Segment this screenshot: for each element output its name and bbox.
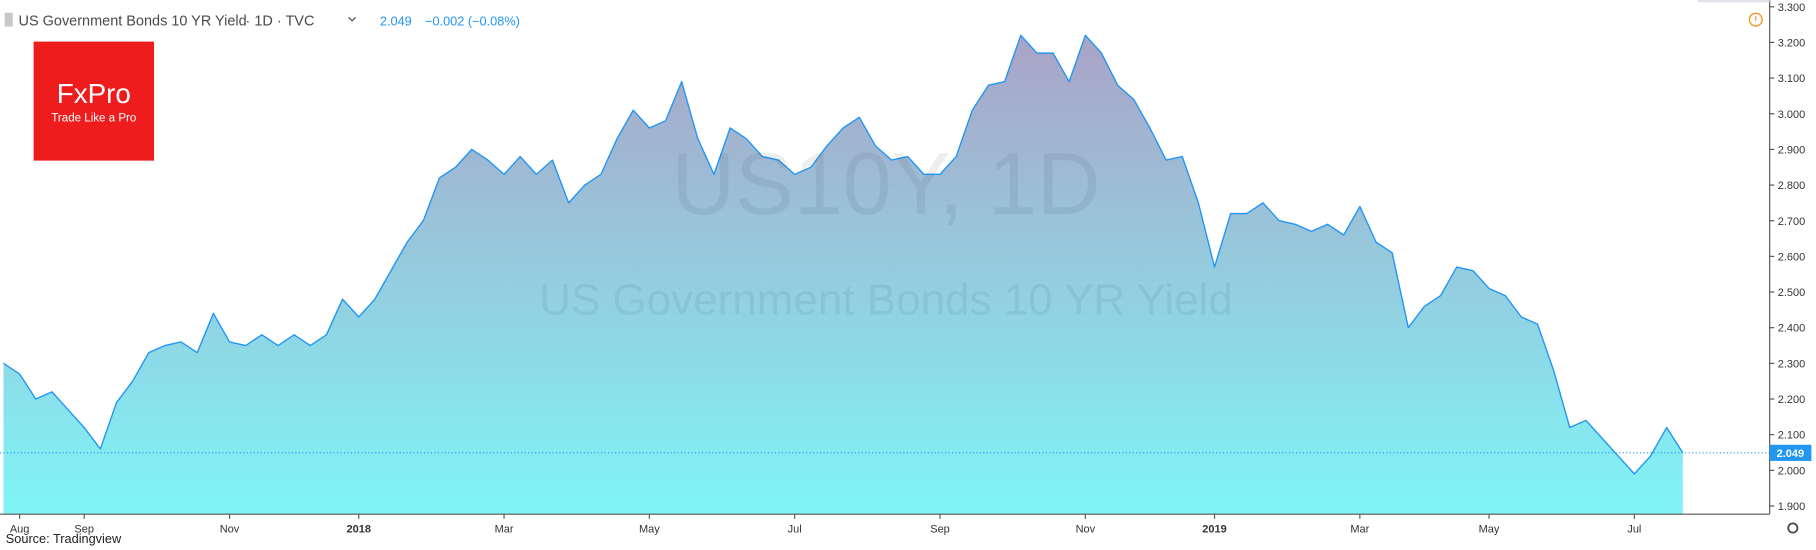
y-tick-label: 3.100 <box>1778 73 1805 85</box>
overlay: 2.049 <box>0 444 1812 461</box>
x-tick-label: Mar <box>1350 524 1369 536</box>
header-title[interactable]: US Government Bonds 10 YR Yield <box>19 13 247 29</box>
x-tick-label: Nov <box>1076 524 1096 536</box>
last-price-label: 2.049 <box>1777 448 1804 460</box>
x-tick-label: Nov <box>220 524 240 536</box>
y-tick-label: 2.600 <box>1778 251 1805 263</box>
watermark-name: US Government Bonds 10 YR Yield <box>539 275 1233 324</box>
plot-area <box>3 34 1684 515</box>
x-tick-label: 2018 <box>347 524 371 536</box>
y-tick-label: 3.000 <box>1778 109 1805 121</box>
y-tick-label: 1.900 <box>1778 501 1805 513</box>
y-tick-label: 2.500 <box>1778 287 1805 299</box>
header-change: −0.002 (−0.08%) <box>425 13 520 28</box>
y-tick-label: 3.300 <box>1778 2 1805 14</box>
logo: FxPro Trade Like a Pro <box>33 41 155 161</box>
symbol-icon <box>4 12 13 27</box>
y-tick-label: 2.700 <box>1778 216 1805 228</box>
x-tick-label: Jul <box>1627 524 1641 536</box>
x-tick-label: Sep <box>74 524 94 536</box>
x-tick-label: Jul <box>788 524 802 536</box>
y-tick-label: 2.000 <box>1778 465 1805 477</box>
x-tick-label: Sep <box>930 524 950 536</box>
y-tick-label: 2.200 <box>1778 394 1805 406</box>
logo-box <box>33 41 155 161</box>
x-tick-label: May <box>1479 524 1500 536</box>
x-tick-label: Aug <box>10 524 30 536</box>
logo-tagline: Trade Like a Pro <box>51 112 136 124</box>
source-note: Source: Tradingview <box>6 531 122 546</box>
y-tick-label: 2.900 <box>1778 144 1805 156</box>
y-tick-label: 2.400 <box>1778 323 1805 335</box>
x-tick-label: May <box>639 524 660 536</box>
header-meta[interactable]: · 1D · TVC <box>246 13 315 29</box>
header: US Government Bonds 10 YR Yield · 1D · T… <box>4 12 520 29</box>
line <box>3 34 1684 475</box>
x-tick-label: Mar <box>495 524 514 536</box>
x-tick-label: 2019 <box>1202 524 1226 536</box>
logo-text: FxPro <box>57 78 131 109</box>
last-price-tag <box>1769 444 1812 461</box>
area-fill <box>3 35 1683 515</box>
watermark-symbol: US10Y, 1D <box>672 134 1101 233</box>
y-tick-label: 2.100 <box>1778 430 1805 442</box>
y-tick-label: 3.200 <box>1778 37 1805 49</box>
y-tick-label: 2.300 <box>1778 358 1805 370</box>
warning-icon[interactable] <box>1748 12 1763 27</box>
header-last-price: 2.049 <box>380 13 412 28</box>
header-dropdown[interactable] <box>348 16 356 22</box>
y-tick-label: 2.800 <box>1778 180 1805 192</box>
top-button[interactable] <box>1697 0 1770 3</box>
settings-icon[interactable] <box>1787 522 1799 534</box>
